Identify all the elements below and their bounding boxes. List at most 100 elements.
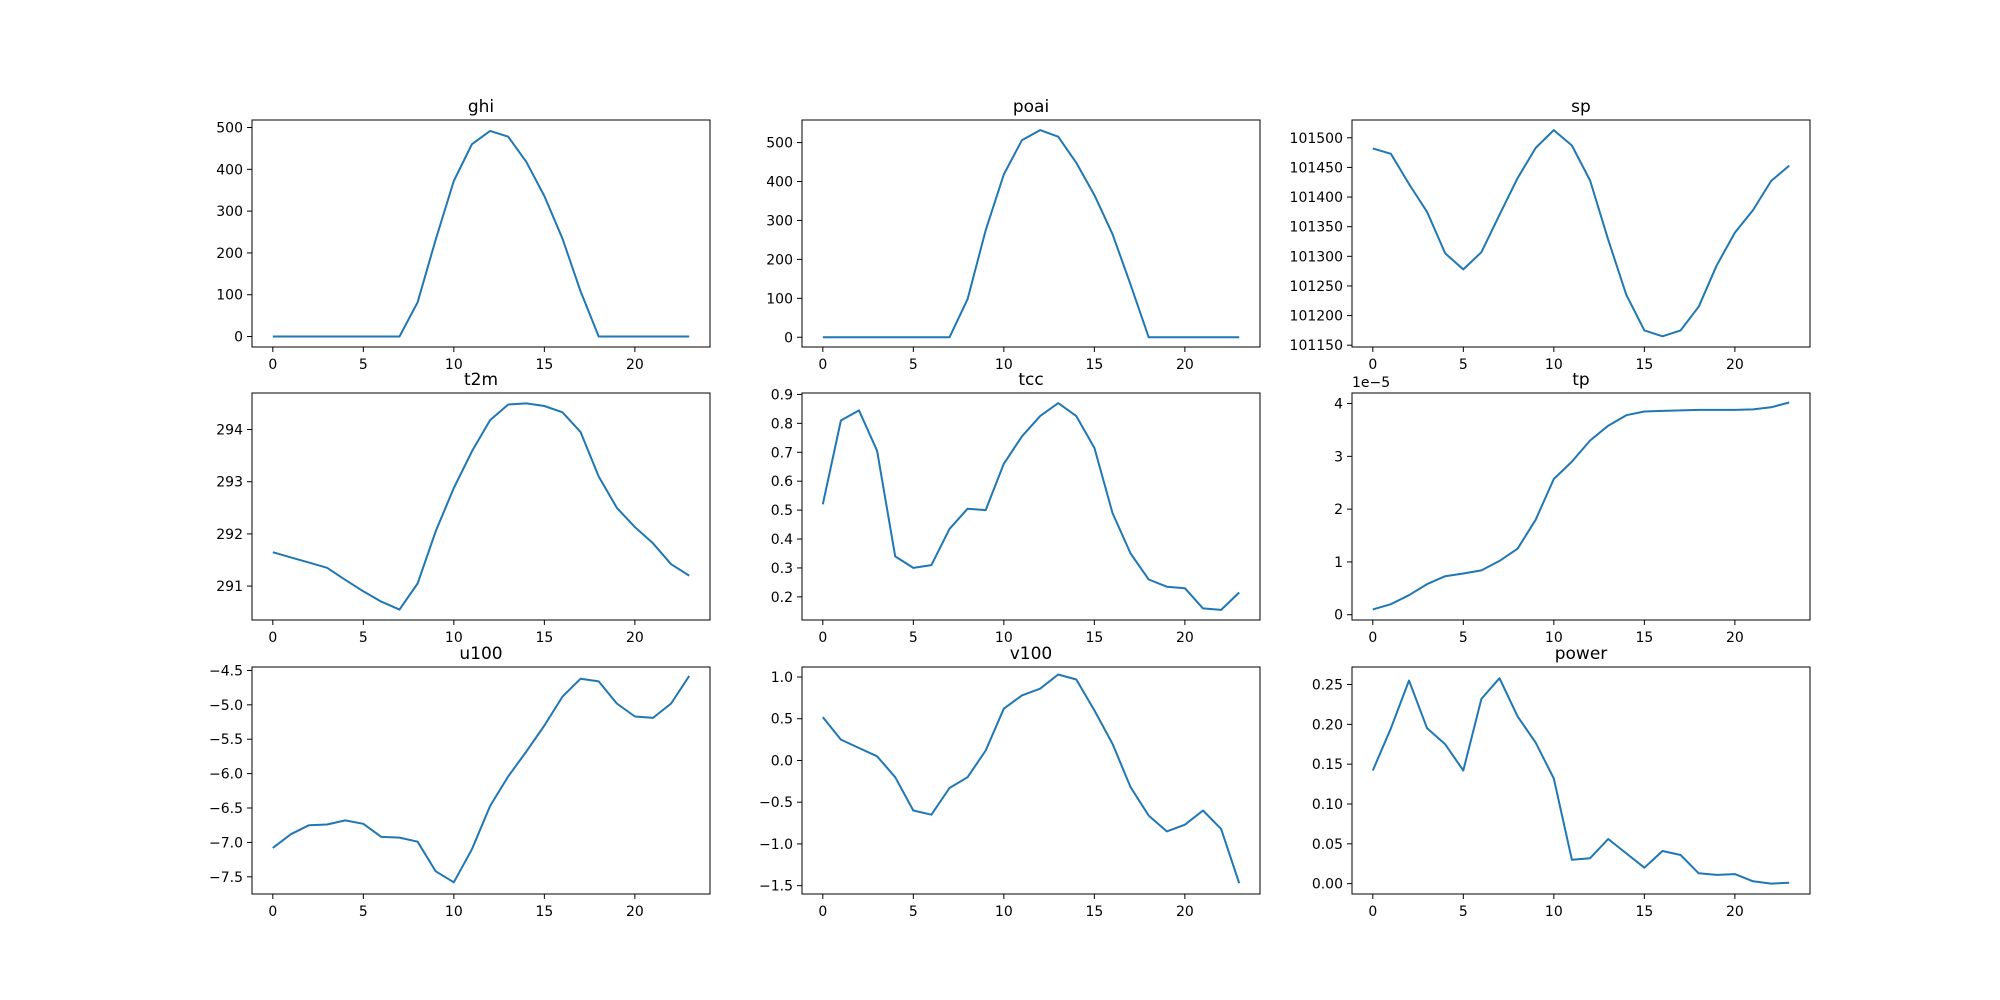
x-tick-label: 10 bbox=[1545, 904, 1563, 920]
y-tick-label: 101500 bbox=[1290, 131, 1343, 147]
subplot-tcc: tcc 0 5 10 15 20 0.2 0.3 0.4 0.5 0.6 0.7 0.8 0.9 bbox=[771, 370, 1261, 646]
y-tick-label: 4 bbox=[1334, 397, 1343, 413]
x-tick-label: 5 bbox=[1459, 357, 1468, 373]
subplot-power: power 0 5 10 15 20 0.00 0.05 0.10 0.15 0.20 0.25 bbox=[1312, 644, 1811, 920]
subplot-sp: sp 0 5 10 15 20 101150 101200 101250 101300 101350… bbox=[1290, 97, 1811, 373]
y-tick-label: 101450 bbox=[1290, 160, 1343, 176]
x-tick-label: 5 bbox=[909, 904, 918, 920]
y-tick-label: 0.4 bbox=[771, 532, 793, 548]
y-tick-label: 3 bbox=[1334, 449, 1343, 465]
x-tick-label: 0 bbox=[818, 630, 827, 646]
y-tick-label: 400 bbox=[766, 175, 793, 191]
axes-frame bbox=[251, 119, 711, 348]
y-tick-label: −7.0 bbox=[209, 835, 243, 851]
y-tick-label: 0.8 bbox=[771, 416, 793, 432]
y-tick-label: 200 bbox=[766, 252, 793, 268]
x-tick-label: 0 bbox=[268, 904, 277, 920]
series-line bbox=[821, 402, 1240, 611]
y-tick-label: 0.10 bbox=[1312, 797, 1343, 813]
x-tick-label: 15 bbox=[535, 357, 553, 373]
y-tick-label: 1 bbox=[1334, 555, 1343, 571]
x-tick-label: 5 bbox=[359, 630, 368, 646]
series-line bbox=[272, 675, 691, 884]
x-tick-label: 15 bbox=[1635, 357, 1653, 373]
y-tick-label: 0.00 bbox=[1312, 877, 1343, 893]
y-tick-label: 0.5 bbox=[771, 712, 793, 728]
subplot-title: sp bbox=[1571, 97, 1591, 117]
y-tick-label: −0.5 bbox=[759, 795, 793, 811]
y-tick-label: 200 bbox=[216, 246, 243, 262]
y-tick-label: −6.5 bbox=[209, 801, 243, 817]
y-tick-label: −1.0 bbox=[759, 837, 793, 853]
y-tick-label: 1.0 bbox=[771, 670, 793, 686]
y-tick-label: 0.20 bbox=[1312, 717, 1343, 733]
y-tick-label: 0.3 bbox=[771, 561, 793, 577]
series-line bbox=[272, 402, 690, 611]
series-line bbox=[1371, 677, 1790, 885]
y-tick-label: 0.0 bbox=[771, 753, 793, 769]
subplot-title: tcc bbox=[1018, 370, 1043, 390]
x-tick-label: 20 bbox=[626, 357, 644, 373]
x-tick-label: 15 bbox=[1085, 904, 1103, 920]
x-tick-label: 10 bbox=[445, 904, 463, 920]
x-tick-label: 5 bbox=[359, 357, 368, 373]
y-tick-label: −5.0 bbox=[209, 698, 243, 714]
subplot-title: tp bbox=[1572, 370, 1589, 390]
series-line bbox=[1372, 129, 1790, 338]
y-tick-label: 0.25 bbox=[1312, 678, 1343, 694]
x-tick-label: 15 bbox=[535, 904, 553, 920]
subplot-tp: tp 0 5 10 15 20 0 1 2 3 4 1e−5 bbox=[1334, 370, 1811, 646]
subplot-title: t2m bbox=[464, 370, 498, 390]
y-tick-label: 2 bbox=[1334, 502, 1343, 518]
y-tick-label: 101350 bbox=[1290, 220, 1343, 236]
y-tick-label: −5.5 bbox=[209, 732, 243, 748]
y-tick-label: 294 bbox=[216, 423, 243, 439]
axes-frame bbox=[1351, 119, 1811, 348]
x-tick-label: 10 bbox=[995, 357, 1013, 373]
y-tick-label: 0.6 bbox=[771, 474, 793, 490]
x-tick-label: 10 bbox=[1545, 357, 1563, 373]
y-tick-label: 0.7 bbox=[771, 445, 793, 461]
x-tick-label: 10 bbox=[995, 630, 1013, 646]
x-tick-label: 20 bbox=[1176, 904, 1194, 920]
y-tick-label: 0 bbox=[1334, 608, 1343, 624]
y-tick-label: 293 bbox=[216, 475, 243, 491]
subplot-title: v100 bbox=[1010, 644, 1053, 664]
y-tick-label: 300 bbox=[216, 204, 243, 220]
subplot-v100: v100 0 5 10 15 20 −1.5 −1.0 −0.5 0.0 0.5 1.0 bbox=[759, 644, 1261, 920]
y-tick-label: 0 bbox=[234, 330, 243, 346]
x-tick-label: 15 bbox=[1085, 357, 1103, 373]
y-tick-label: 100 bbox=[216, 288, 243, 304]
x-tick-label: 0 bbox=[268, 357, 277, 373]
y-tick-label: 500 bbox=[216, 121, 243, 137]
subplot-u100: u100 0 5 10 15 20 −7.5 −7.0 −6.5 −6.0 −5.5 −5.0 −4.5 bbox=[209, 644, 711, 920]
x-tick-label: 10 bbox=[1545, 630, 1563, 646]
x-tick-label: 0 bbox=[818, 357, 827, 373]
x-tick-label: 5 bbox=[1459, 630, 1468, 646]
y-tick-label: 292 bbox=[216, 527, 243, 543]
x-tick-label: 5 bbox=[909, 630, 918, 646]
series-line bbox=[272, 129, 690, 338]
y-tick-label: −1.5 bbox=[759, 879, 793, 895]
series-line bbox=[1372, 401, 1790, 611]
y-tick-label: 300 bbox=[766, 213, 793, 229]
y-tick-label: 500 bbox=[766, 136, 793, 152]
subplot-title: poai bbox=[1013, 97, 1049, 117]
axes-frame bbox=[251, 666, 711, 895]
y-tick-label: 0.05 bbox=[1312, 837, 1343, 853]
y-tick-label: 0.2 bbox=[771, 590, 793, 606]
x-tick-label: 0 bbox=[1368, 357, 1377, 373]
x-tick-label: 10 bbox=[445, 357, 463, 373]
x-tick-label: 20 bbox=[1176, 630, 1194, 646]
x-tick-label: 20 bbox=[626, 904, 644, 920]
x-tick-label: 20 bbox=[1176, 357, 1194, 373]
x-tick-label: 0 bbox=[268, 630, 277, 646]
x-tick-label: 5 bbox=[1459, 904, 1468, 920]
series-line bbox=[822, 673, 1241, 884]
axes-frame bbox=[801, 119, 1261, 348]
axes-frame bbox=[801, 392, 1261, 621]
subplot-title: u100 bbox=[459, 644, 502, 664]
x-tick-label: 15 bbox=[1635, 630, 1653, 646]
